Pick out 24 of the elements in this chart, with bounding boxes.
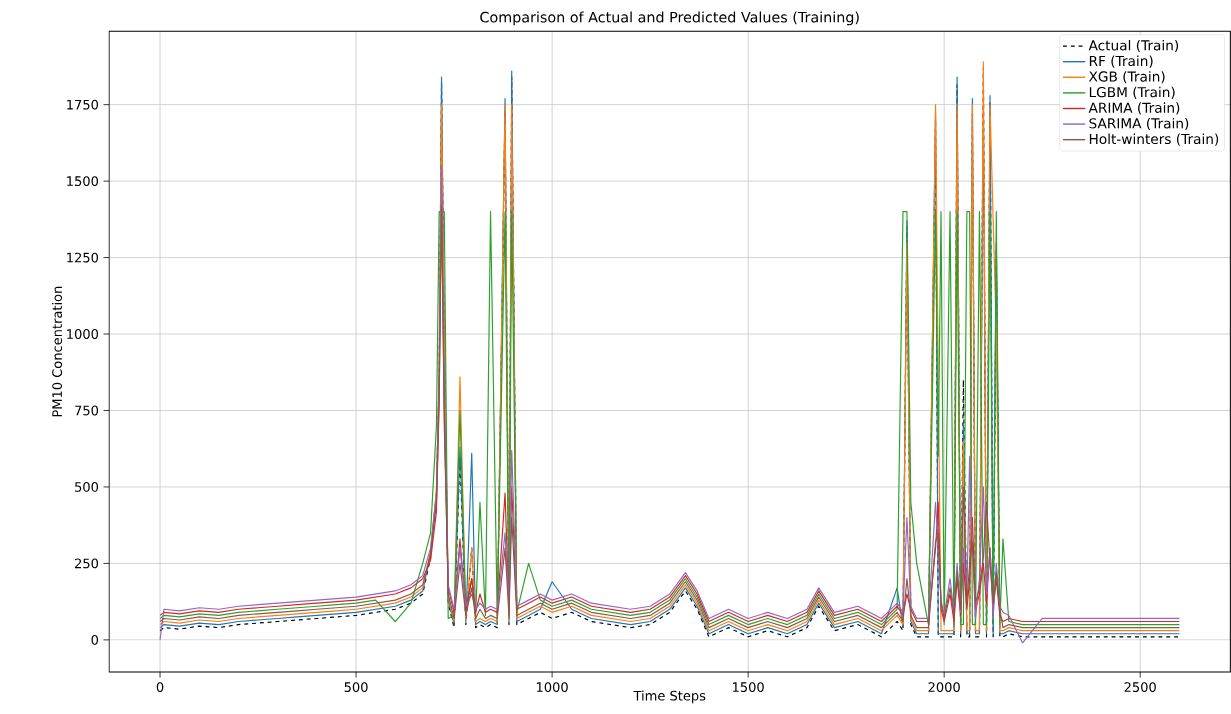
legend-label: LGBM (Train)	[1089, 86, 1175, 100]
x-tick-label: 1500	[732, 682, 764, 693]
legend-label: RF (Train)	[1089, 55, 1153, 68]
x-tick-label: 2000	[928, 682, 960, 693]
legend-label: ARIMA (Train)	[1088, 102, 1180, 115]
y-tick-label: 750	[75, 405, 99, 416]
y-axis-title: PM10 Concentration	[51, 286, 63, 417]
y-tick-label: 1250	[67, 252, 99, 263]
x-tick-label: 0	[156, 682, 164, 693]
legend-label: XGB (Train)	[1088, 71, 1165, 84]
y-tick-label: 1000	[67, 329, 99, 340]
legend-label: Actual (Train)	[1088, 40, 1179, 53]
y-tick-label: 0	[91, 635, 99, 645]
x-tick-label: 2500	[1124, 682, 1156, 693]
y-tick-label: 1500	[67, 176, 99, 187]
x-tick-label: 1000	[536, 682, 568, 693]
x-axis-title: Time Steps	[633, 690, 706, 704]
x-tick-label: 500	[344, 682, 368, 693]
y-tick-label: 1750	[67, 99, 99, 110]
y-tick-label: 250	[75, 558, 99, 569]
y-tick-label: 500	[75, 482, 99, 493]
chart-title: Comparison of Actual and Predicted Values (Training)	[480, 11, 859, 26]
legend-label: Holt-winters (Train)	[1089, 133, 1219, 146]
legend-label: SARIMA (Train)	[1089, 118, 1189, 131]
